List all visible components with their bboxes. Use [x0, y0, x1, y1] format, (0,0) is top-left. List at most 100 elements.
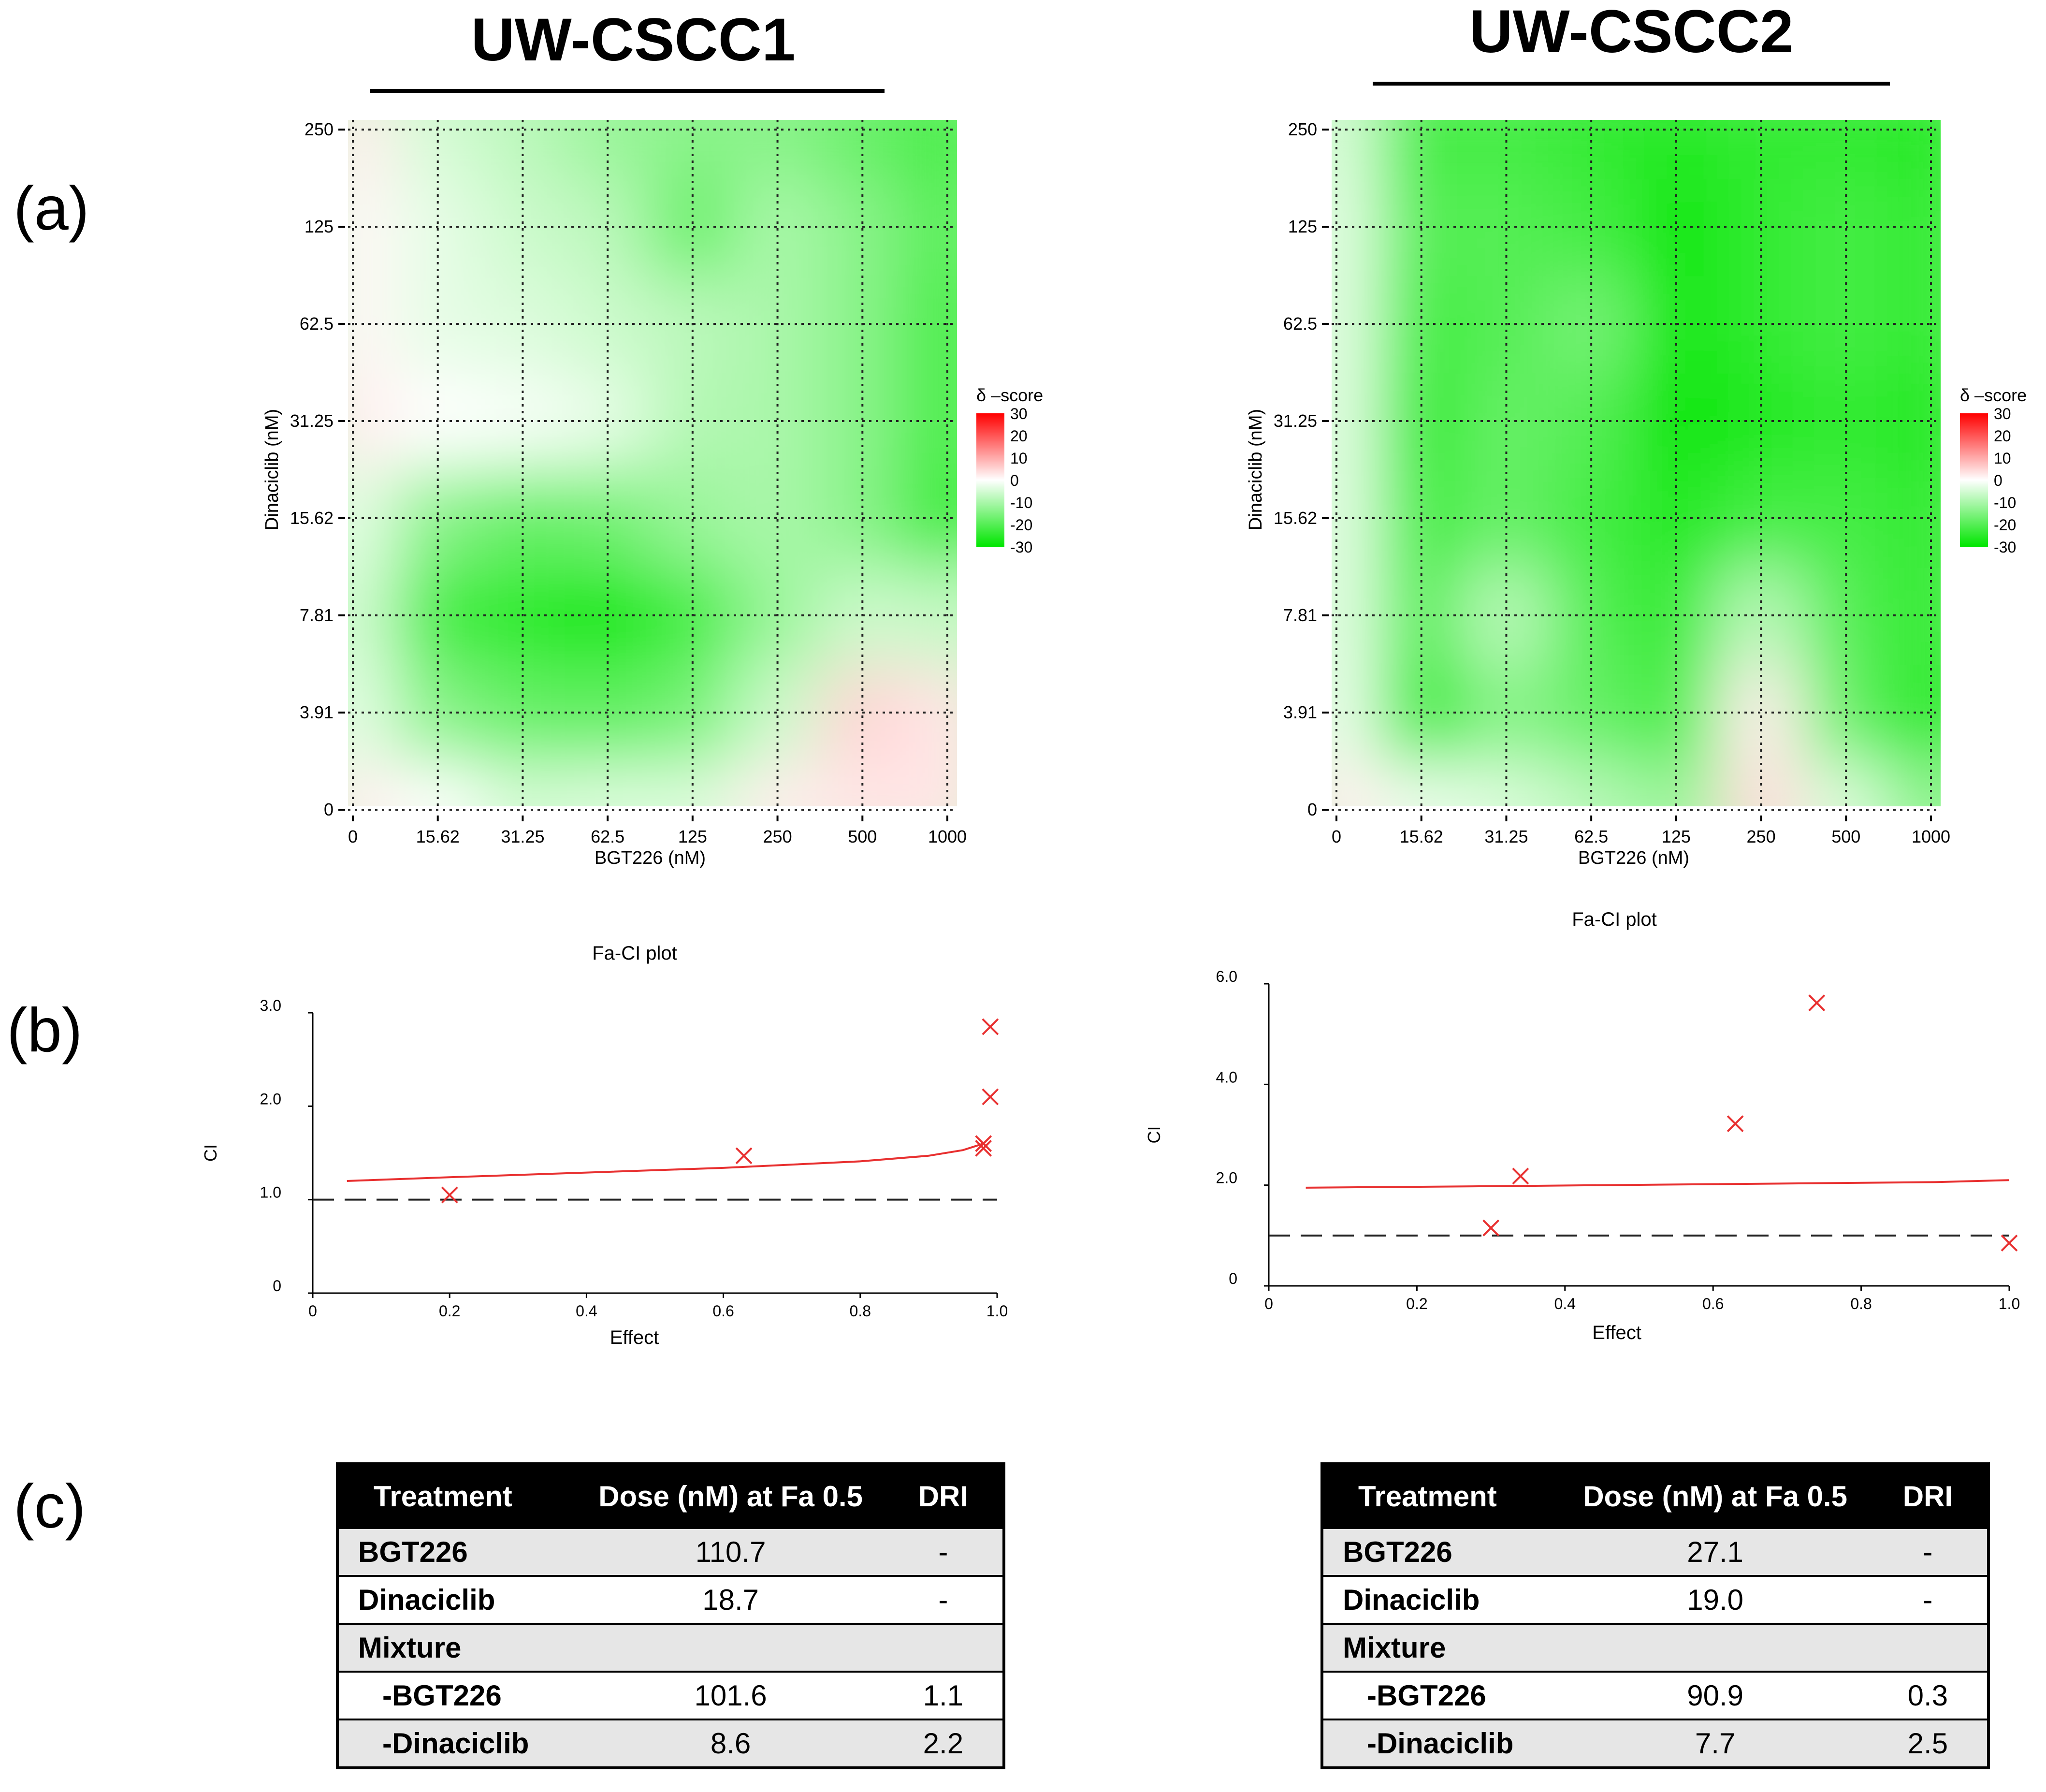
heatmap-cells: [348, 120, 957, 806]
legend-tick-label: 30: [1994, 405, 2011, 423]
heatmap-field: [1332, 120, 1941, 806]
panel-label-c: (c): [14, 1472, 86, 1541]
x-tick-label: 125: [678, 827, 707, 846]
header-treatment: Treatment: [1322, 1464, 1562, 1528]
data-point: [441, 1186, 458, 1204]
y-tick-label: 250: [1288, 119, 1317, 139]
x-tick-label: 0.2: [1406, 1295, 1427, 1312]
fa-ci-plot-left: Fa-CI plot 0 0.2 0.4 0.6 0.8 1.0 0 1.0 2.0 3.0 Effe…: [201, 943, 1008, 1348]
heatmap-cell: [564, 177, 651, 277]
dri-table-right: Treatment Dose (nM) at Fa 0.5 DRI BGT226…: [1320, 1462, 1990, 1769]
fa-ci-plot-right: Fa-CI plot 0 0.2 0.4 0.6 0.8 1.0 0 2.0 4.0 6.0 Effe…: [1144, 909, 2020, 1343]
x-tick-label: 0.2: [439, 1302, 460, 1320]
header-treatment: Treatment: [337, 1464, 578, 1528]
y-tick-label: 250: [305, 119, 334, 139]
heatmap-cell: [1633, 468, 1720, 568]
x-tick-label: 250: [1747, 827, 1776, 846]
legend-tick-label: -10: [1994, 494, 2016, 511]
y-axis-label: Dinaciclib (nM): [262, 409, 282, 530]
x-tick-label: 1.0: [1999, 1295, 2020, 1312]
x-tick-label: 0.6: [712, 1302, 734, 1320]
x-tick-label: 0: [1264, 1295, 1273, 1312]
x-tick-label: 0.8: [1850, 1295, 1872, 1312]
y-tick-label: 62.5: [300, 314, 334, 334]
y-tick-label: 31.25: [290, 411, 334, 431]
panel-label-a: (a): [14, 174, 89, 243]
x-axis-label: Effect: [1592, 1322, 1641, 1343]
heatmap-cell: [734, 120, 821, 179]
data-point: [735, 1147, 753, 1165]
x-tick-label: 0.8: [850, 1302, 871, 1320]
x-tick-label: 1.0: [987, 1302, 1008, 1320]
legend-tick-label: -20: [1010, 516, 1032, 534]
legend-tick-label: 0: [1994, 472, 2002, 489]
heatmap-cell: [649, 120, 736, 179]
x-axis-label: BGT226 (nM): [595, 848, 706, 868]
heatmap-cell: [649, 468, 736, 568]
heatmap-cell: [1717, 371, 1805, 471]
x-tick-label: 500: [848, 827, 877, 846]
x-tick-label: 125: [1662, 827, 1691, 846]
y-axis-label: CI: [1144, 1126, 1164, 1144]
table-row: Dinaciclib 19.0 -: [1322, 1575, 1988, 1624]
y-tick-label: 4.0: [1216, 1068, 1237, 1086]
data-point: [2001, 1235, 2018, 1252]
heatmap-cell: [734, 468, 821, 568]
heatmap-cell: [1548, 120, 1635, 179]
heatmap-cell: [564, 468, 651, 568]
heatmap-cell: [1633, 120, 1720, 179]
x-tick-label: 500: [1831, 827, 1860, 846]
data-point: [982, 1018, 999, 1035]
table-row: BGT226 27.1 -: [1322, 1527, 1988, 1576]
y-tick-label: 0: [273, 1277, 281, 1295]
y-tick-label: 3.91: [1283, 702, 1317, 722]
x-tick-label: 31.25: [1484, 827, 1528, 846]
heatmap-cell: [1717, 468, 1805, 568]
synergy-heatmap-left: 0 15.62 31.25 62.5 125 250 500 1000 0 3.91 7.81 15.…: [262, 119, 1043, 868]
header-dose: Dose (nM) at Fa 0.5: [1562, 1464, 1869, 1528]
header-dri: DRI: [1868, 1464, 1988, 1528]
y-tick-label: 31.25: [1274, 411, 1317, 431]
legend-tick-label: -30: [1010, 539, 1032, 556]
x-tick-label: 31.25: [501, 827, 544, 846]
data-point: [975, 1139, 992, 1157]
table-row: Mixture: [1322, 1623, 1988, 1672]
x-axis-label: BGT226 (nM): [1578, 848, 1689, 868]
y-tick-label: 7.81: [300, 605, 334, 625]
y-tick-label: 0: [1229, 1270, 1237, 1287]
legend-tick-label: 10: [1994, 450, 2011, 467]
table-row: -Dinaciclib 8.6 2.2: [337, 1719, 1004, 1768]
plot-title: Fa-CI plot: [1572, 909, 1657, 930]
heatmap-cells: [1332, 120, 1941, 806]
heatmap-cell: [1717, 120, 1805, 179]
heatmap-cell: [1548, 371, 1635, 471]
x-tick-label: 0.6: [1702, 1295, 1724, 1312]
legend-tick-label: 20: [1994, 427, 2011, 445]
y-tick-label: 0: [324, 800, 334, 819]
heatmap-cell: [649, 371, 736, 471]
data-point: [975, 1135, 992, 1152]
legend-colorbar: [1960, 413, 1988, 547]
y-tick-label: 1.0: [260, 1184, 281, 1201]
data-point: [1808, 994, 1826, 1011]
heatmap-cell: [1717, 177, 1805, 277]
y-axis-label: Dinaciclib (nM): [1246, 409, 1266, 530]
table-row: Dinaciclib 18.7 -: [337, 1575, 1004, 1624]
left-column-title: UW-CSCC1: [471, 6, 795, 73]
panel-label-b: (b): [7, 996, 82, 1065]
table-row: Mixture: [337, 1623, 1004, 1672]
legend-tick-label: 10: [1010, 450, 1028, 467]
header-dose: Dose (nM) at Fa 0.5: [577, 1464, 884, 1528]
legend-tick-label: 30: [1010, 405, 1028, 423]
heatmap-cell: [734, 177, 821, 277]
heatmap-cell: [649, 177, 736, 277]
plot-title: Fa-CI plot: [592, 943, 677, 964]
heatmap-cell: [1548, 468, 1635, 568]
y-tick-label: 62.5: [1283, 314, 1317, 334]
legend-tick-label: 20: [1010, 427, 1028, 445]
legend-tick-label: -10: [1010, 494, 1032, 511]
legend-colorbar: [976, 413, 1004, 547]
y-tick-label: 7.81: [1283, 605, 1317, 625]
